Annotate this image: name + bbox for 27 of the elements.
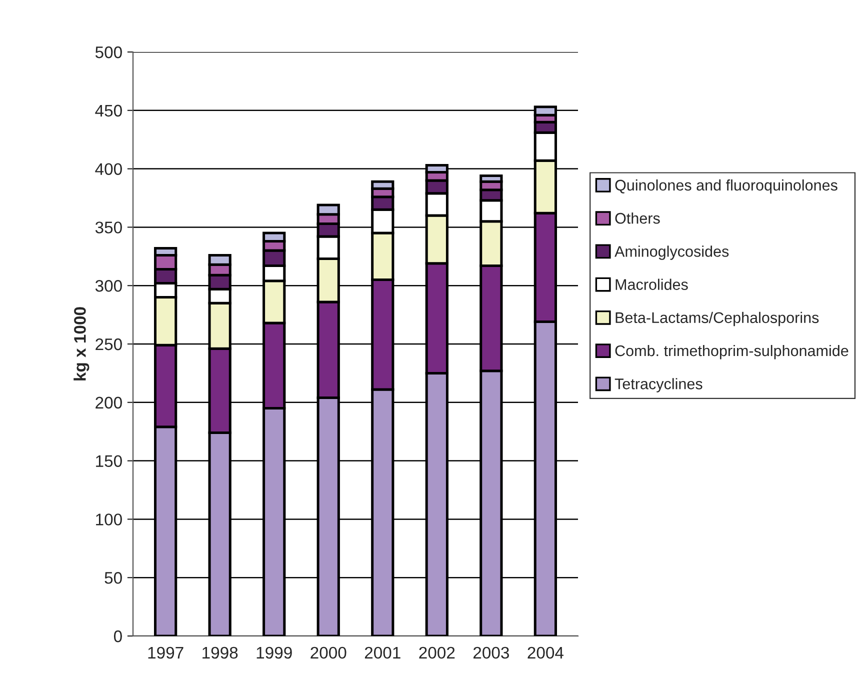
legend-label: Others (615, 212, 660, 224)
y-tick-label: 100 (96, 514, 122, 526)
y-tick-label: 50 (104, 572, 122, 584)
legend-label: Aminoglycosides (614, 246, 729, 260)
x-tick-label: 2003 (473, 646, 509, 659)
y-tick-label: 150 (96, 455, 122, 468)
y-tick-label: 300 (95, 280, 122, 292)
x-tick-label: 1998 (202, 646, 238, 659)
y-tick-label: 200 (96, 396, 122, 409)
y-tick-label: 250 (96, 338, 122, 350)
x-tick-label: 2000 (310, 646, 346, 659)
legend-label: Macrolides (616, 278, 688, 290)
y-tick-label: 450 (95, 104, 122, 117)
x-tick-label: 1997 (148, 646, 184, 659)
legend-label: Comb. trimethoprim-sulphonamide (615, 344, 848, 360)
legend-label: Beta-Lactams/Cephalosporins (616, 312, 819, 326)
y-tick-label: 350 (95, 222, 122, 234)
x-tick-label: 1999 (256, 646, 292, 659)
legend-label: Quinolones and fluoroquinolones (615, 179, 838, 194)
legend-label: Tetracyclines (614, 378, 702, 392)
y-tick-label: 500 (95, 46, 122, 58)
x-tick-label: 2004 (528, 646, 564, 659)
x-tick-label: 2001 (364, 646, 400, 659)
y-axis-title: kg x 1000 (74, 307, 90, 380)
x-tick-label: 2002 (419, 646, 455, 659)
y-tick-label: 400 (95, 163, 122, 176)
y-tick-label: 0 (114, 630, 122, 642)
